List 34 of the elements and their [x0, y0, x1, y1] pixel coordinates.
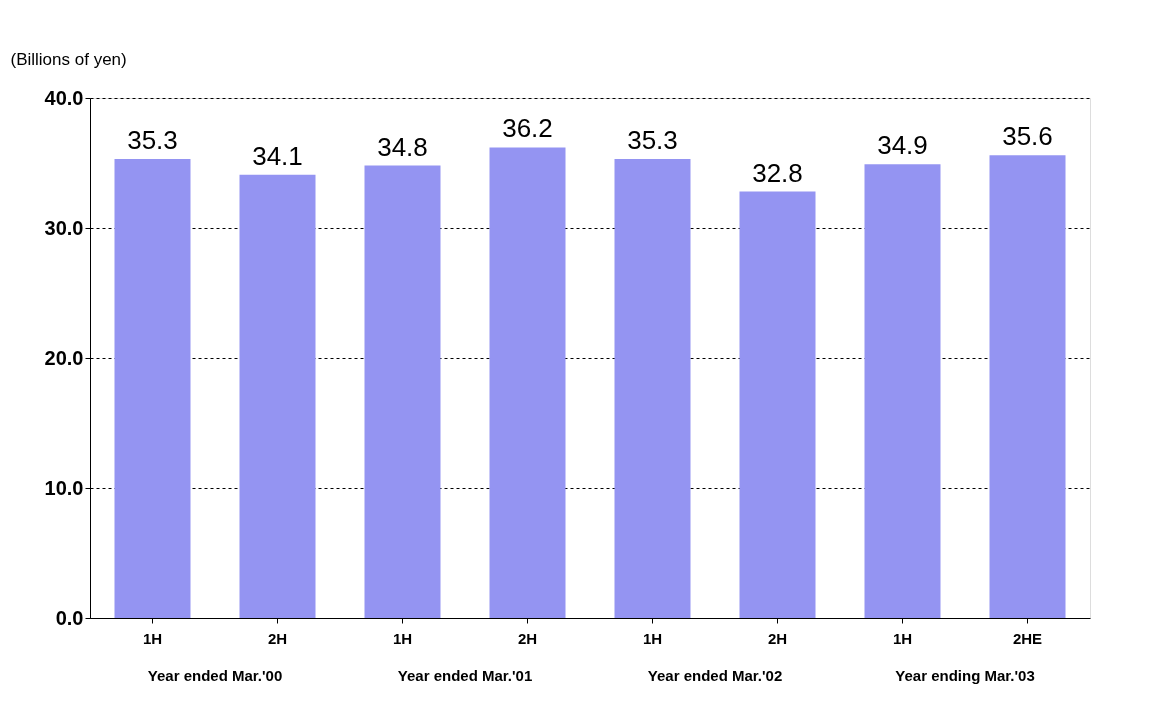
data-label: 34.9	[877, 130, 928, 161]
text: Year ended Mar.'01	[397, 667, 533, 684]
data-label: 34.8	[377, 131, 428, 162]
y-tick-label: 0.0	[55, 606, 84, 629]
text: Year ended Mar.'00	[147, 667, 283, 684]
bar	[489, 147, 566, 618]
bar	[739, 191, 816, 618]
bar	[114, 159, 191, 618]
y-tick-label: 30.0	[44, 216, 84, 239]
data-label: 35.3	[127, 125, 178, 156]
bar	[239, 174, 316, 618]
x-tick-label: 1H	[392, 629, 413, 647]
bar	[364, 165, 441, 618]
x-tick-label: 2HE	[1012, 629, 1043, 647]
x-tick-label: 2H	[767, 629, 788, 647]
bar	[989, 155, 1066, 618]
bar	[864, 164, 941, 618]
text: Year ending Mar.'03	[895, 667, 1035, 684]
x-tick-label: 2H	[267, 629, 288, 647]
data-label: 35.6	[1002, 121, 1053, 152]
bar	[614, 159, 691, 618]
data-label: 32.8	[752, 157, 803, 188]
data-label: 36.2	[502, 113, 553, 144]
x-tick-label: 1H	[642, 629, 663, 647]
y-tick-label: 40.0	[44, 86, 84, 109]
x-tick-label: 2H	[517, 629, 538, 647]
x-tick-label: 1H	[892, 629, 913, 647]
y-axis-title: (Billions of yen)	[10, 49, 127, 69]
y-tick-label: 10.0	[44, 476, 84, 499]
data-label: 35.3	[627, 125, 678, 156]
text: Year ended Mar.'02	[647, 667, 783, 684]
y-tick-label: 20.0	[44, 346, 84, 369]
x-tick-label: 1H	[142, 629, 163, 647]
data-label: 34.1	[252, 140, 303, 171]
